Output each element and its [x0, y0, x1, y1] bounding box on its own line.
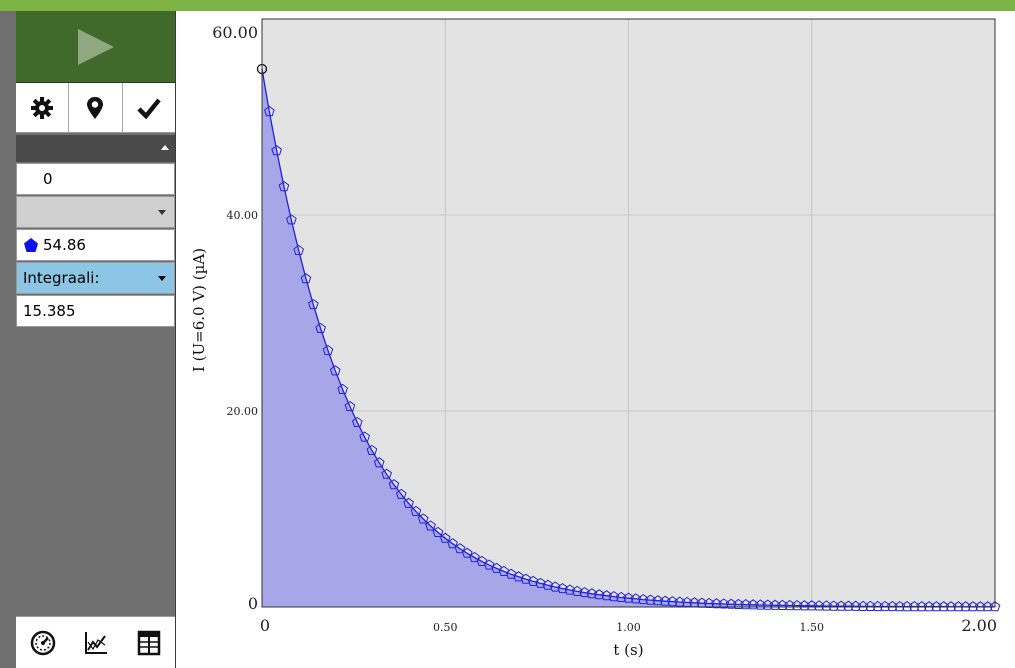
x-tick-label: 1.00	[616, 621, 641, 634]
x-tick-labels: 0 0.50 1.00 1.50 2.00	[260, 616, 997, 635]
y-tick-label: 20.00	[227, 405, 259, 418]
y-tick-labels: 0 20.00 40.00 60.00	[212, 23, 258, 613]
collapse-arrow-icon	[161, 145, 169, 150]
data-point	[373, 457, 385, 468]
data-point	[432, 526, 444, 537]
data-point	[469, 551, 480, 563]
panel-header-2[interactable]	[16, 196, 175, 228]
table-view-button[interactable]	[122, 617, 175, 668]
plot-frame	[261, 18, 996, 608]
data-point	[395, 488, 407, 499]
data-point	[491, 562, 502, 573]
graph-view-button[interactable]	[69, 617, 122, 668]
confirm-button[interactable]	[123, 83, 175, 132]
x-tick-label: 1.50	[800, 621, 825, 634]
data-point	[286, 214, 297, 225]
graph-area[interactable]: 0 0.50 1.00 1.50 2.00 0 20.00 40.00 60.00 t (s)…	[177, 11, 1015, 668]
data-point	[344, 400, 356, 412]
data-point	[579, 586, 590, 598]
data-point	[329, 365, 341, 376]
data-markers	[256, 63, 1001, 612]
x-tick-label: 2.00	[961, 616, 997, 635]
x-tick-label: 0.50	[433, 621, 458, 634]
panel-value-1: 0	[16, 163, 175, 195]
integral-label: Integraali:	[23, 269, 100, 287]
data-point	[425, 520, 436, 531]
data-point	[476, 555, 488, 566]
x-axis-label: t (s)	[613, 641, 643, 659]
integral-fill	[262, 69, 995, 607]
data-point	[417, 513, 429, 524]
data-point	[381, 468, 392, 479]
data-point	[549, 581, 561, 592]
play-icon	[78, 29, 114, 65]
top-accent-bar	[0, 0, 1015, 11]
data-point	[557, 582, 568, 594]
panel-value-3: 15.385	[16, 295, 175, 327]
data-point	[505, 568, 517, 579]
data-point	[564, 584, 576, 595]
marker-button[interactable]	[69, 83, 123, 132]
meter-icon	[30, 630, 55, 655]
data-point	[351, 416, 363, 427]
data-point	[989, 601, 1001, 612]
dropdown-arrow-icon	[158, 210, 166, 215]
settings-button[interactable]	[16, 83, 70, 132]
data-point	[388, 479, 400, 490]
data-point	[293, 244, 304, 255]
data-point	[410, 505, 422, 516]
pentagon-marker-icon	[24, 238, 38, 252]
data-point	[535, 577, 546, 588]
data-point	[322, 344, 334, 356]
data-point	[271, 145, 282, 156]
checkmark-icon	[137, 98, 161, 119]
view-switcher	[16, 616, 175, 668]
panel-header-1[interactable]	[16, 135, 175, 162]
y-tick-label: 60.00	[212, 23, 258, 42]
data-point	[498, 565, 510, 576]
panel-value-2: 54.86	[16, 229, 175, 261]
data-point	[359, 431, 370, 442]
y-tick-label: 0	[248, 594, 258, 613]
data-point	[483, 559, 495, 570]
data-point	[454, 543, 466, 554]
meter-view-button[interactable]	[16, 617, 69, 668]
map-pin-icon	[87, 96, 104, 119]
panel-value-2-text: 54.86	[43, 236, 86, 254]
panel-header-3[interactable]: Integraali:	[16, 262, 175, 294]
data-point	[513, 571, 524, 582]
y-axis-label: I (U=6.0 V) (µA)	[190, 248, 208, 372]
data-point	[520, 573, 532, 584]
play-button[interactable]	[16, 11, 175, 83]
data-point	[366, 444, 378, 455]
gear-icon	[31, 96, 54, 119]
data-point	[403, 497, 414, 508]
table-icon	[137, 630, 160, 655]
data-point	[278, 181, 290, 192]
data-point	[447, 538, 458, 549]
data-point	[300, 273, 312, 284]
y-tick-label: 40.00	[227, 209, 259, 222]
data-point	[337, 383, 348, 394]
sidebar: 0 54.86 Integraali: 15.385	[0, 11, 176, 668]
data-point	[264, 105, 275, 117]
dropdown-arrow-icon	[158, 276, 166, 281]
data-point	[527, 575, 539, 586]
x-tick-label: 0	[260, 616, 270, 635]
data-point	[439, 532, 451, 543]
data-point	[571, 585, 583, 596]
data-point	[461, 547, 473, 558]
data-point	[315, 322, 326, 333]
data-point	[308, 298, 319, 310]
toolbar	[16, 83, 175, 133]
graph-icon	[84, 631, 107, 654]
data-point	[542, 579, 554, 590]
